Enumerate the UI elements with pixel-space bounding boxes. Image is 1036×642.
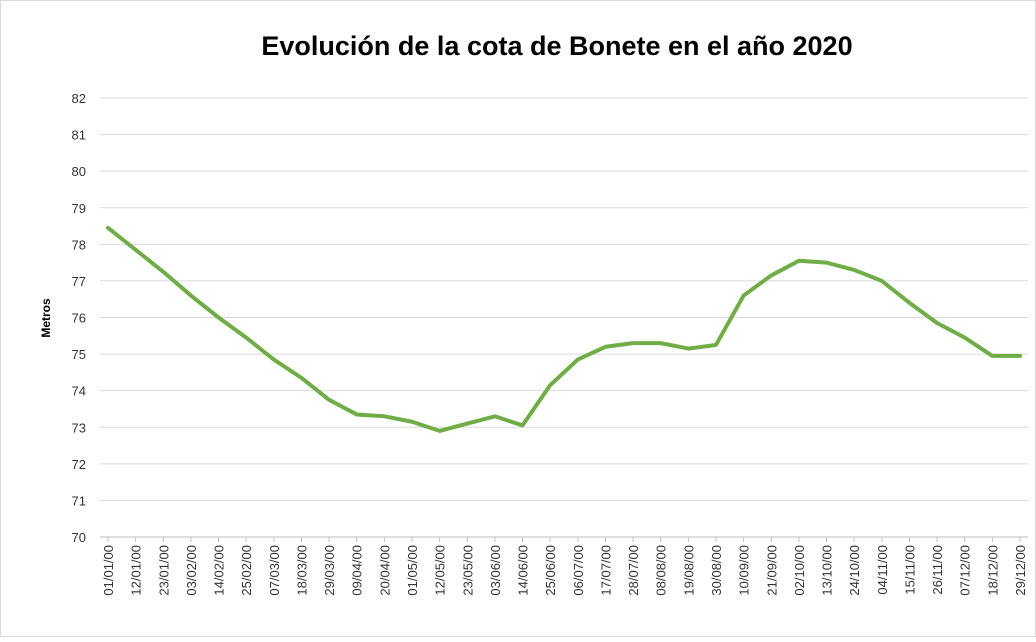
x-tick-label: 09/04/00 <box>350 545 365 596</box>
y-tick-label: 80 <box>72 164 86 179</box>
x-tick-label: 29/03/00 <box>322 545 337 596</box>
y-axis-label: Metros <box>39 298 53 338</box>
y-tick-label: 70 <box>72 530 86 545</box>
x-tick-label: 07/12/00 <box>958 545 973 596</box>
x-tick-label: 12/05/00 <box>433 545 448 596</box>
x-tick-label: 07/03/00 <box>267 545 282 596</box>
y-tick-label: 76 <box>72 311 86 326</box>
x-tick-label: 21/09/00 <box>764 545 779 596</box>
x-tick-label: 23/01/00 <box>156 545 171 596</box>
y-tick-label: 79 <box>72 201 86 216</box>
x-tick-label: 18/03/00 <box>294 545 309 596</box>
x-tick-label: 01/05/00 <box>405 545 420 596</box>
x-tick-label: 29/12/00 <box>1013 545 1028 596</box>
x-tick-label: 25/02/00 <box>239 545 254 596</box>
x-tick-label: 14/06/00 <box>516 545 531 596</box>
x-tick-label: 25/06/00 <box>543 545 558 596</box>
y-tick-label: 71 <box>72 493 86 508</box>
x-tick-label: 18/12/00 <box>985 545 1000 596</box>
x-tick-label: 01/01/00 <box>101 545 116 596</box>
y-tick-label: 82 <box>72 91 86 106</box>
x-tick-label: 08/08/00 <box>654 545 669 596</box>
y-tick-label: 81 <box>72 128 86 143</box>
y-tick-label: 73 <box>72 420 86 435</box>
x-tick-label: 13/10/00 <box>820 545 835 596</box>
y-tick-label: 72 <box>72 457 86 472</box>
x-tick-label: 14/02/00 <box>212 545 227 596</box>
x-tick-label: 03/06/00 <box>488 545 503 596</box>
chart-title: Evolución de la cota de Bonete en el año… <box>261 31 852 61</box>
data-line <box>106 225 1022 433</box>
x-tick-label: 19/08/00 <box>681 545 696 596</box>
x-tick-label: 28/07/00 <box>626 545 641 596</box>
x-tick-label: 23/05/00 <box>460 545 475 596</box>
x-tick-label: 02/10/00 <box>792 545 807 596</box>
x-tick-label: 04/11/00 <box>875 545 890 595</box>
y-tick-label: 77 <box>72 274 86 289</box>
x-tick-label: 03/02/00 <box>184 545 199 596</box>
x-tick-label: 30/08/00 <box>709 545 724 596</box>
y-tick-label: 78 <box>72 237 86 252</box>
x-tick-label: 17/07/00 <box>598 545 613 596</box>
x-tick-label: 12/01/00 <box>129 545 144 596</box>
x-tick-label: 15/11/00 <box>902 545 917 595</box>
x-tick-label: 26/11/00 <box>930 545 945 595</box>
y-tick-label: 74 <box>72 384 86 399</box>
x-tick-label: 20/04/00 <box>377 545 392 596</box>
y-tick-label: 75 <box>72 347 86 362</box>
x-tick-label: 24/10/00 <box>847 545 862 596</box>
x-tick-label: 06/07/00 <box>571 545 586 596</box>
x-tick-label: 10/09/00 <box>737 545 752 596</box>
